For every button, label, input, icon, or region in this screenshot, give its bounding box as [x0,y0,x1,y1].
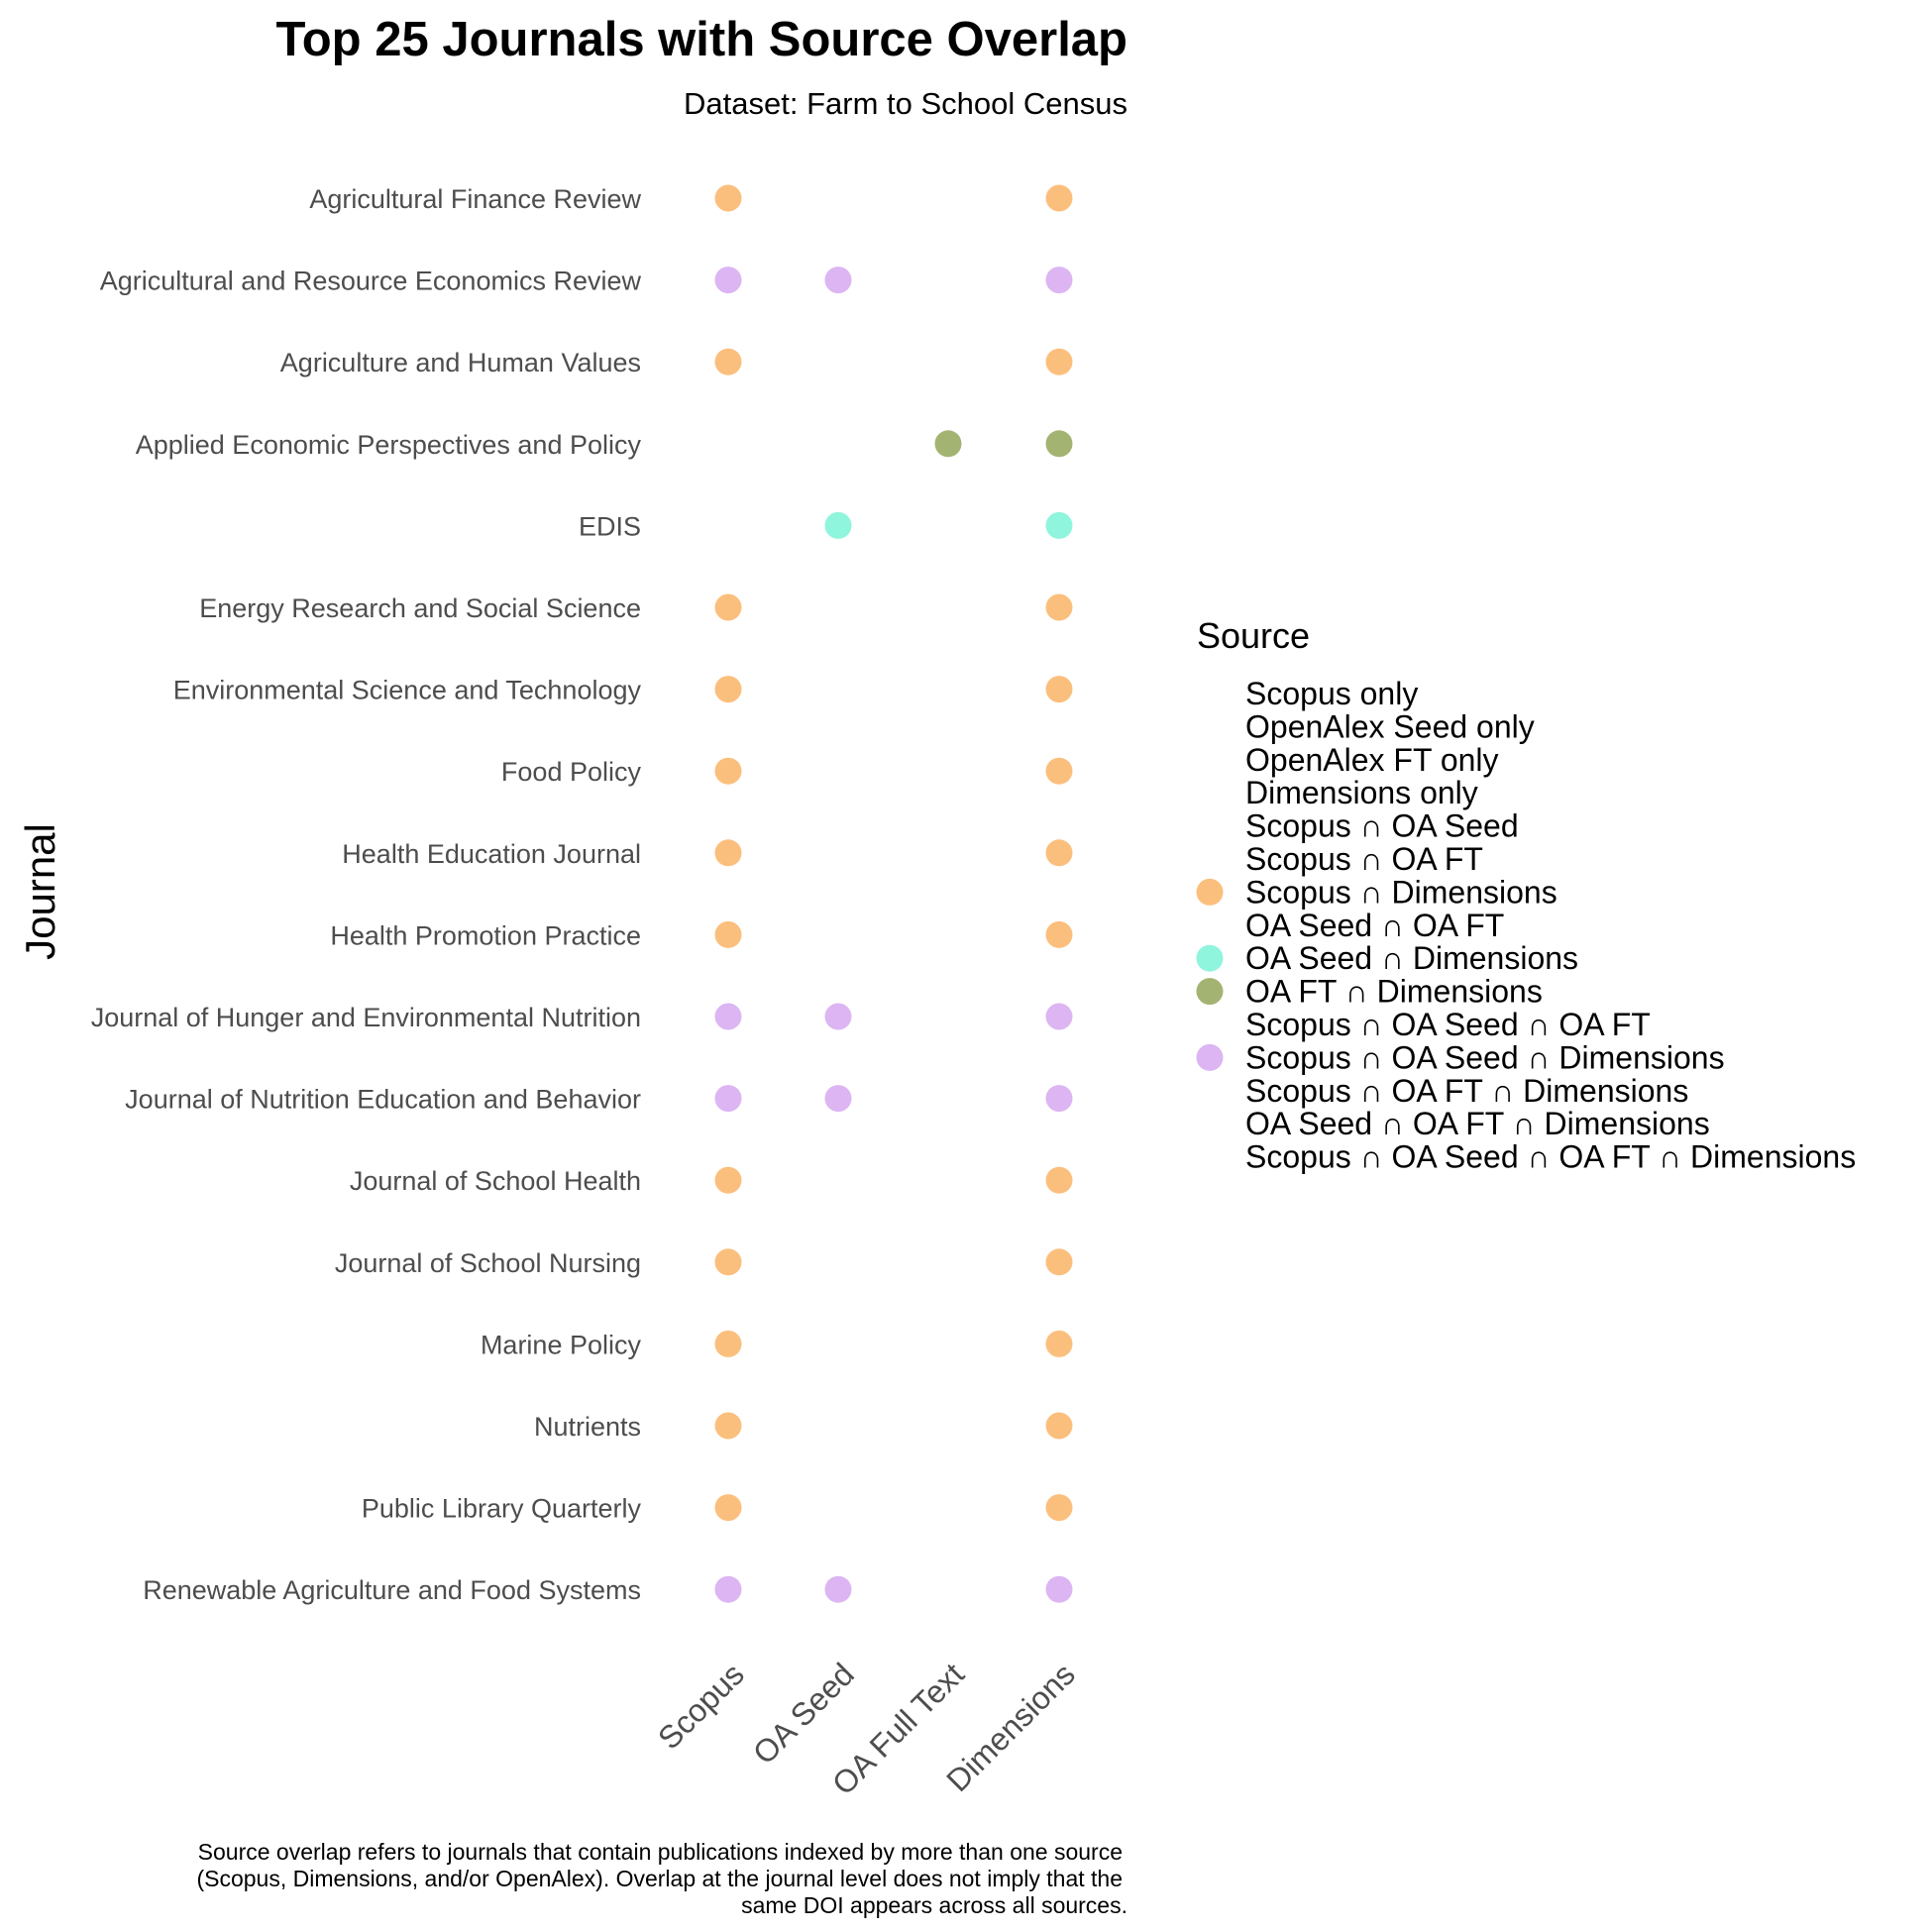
data-point [1045,184,1073,212]
legend-label: OA Seed ∩ OA FT [1245,908,1504,943]
legend-key [1196,978,1224,1006]
legend-label: OA Seed ∩ OA FT ∩ Dimensions [1245,1106,1710,1141]
legend-label: Scopus ∩ OA Seed ∩ OA FT [1245,1007,1651,1042]
data-point [824,1003,852,1030]
y-tick-label: Journal of Nutrition Education and Behav… [125,1085,641,1115]
legend-label: OA FT ∩ Dimensions [1245,974,1543,1010]
y-tick-label: Environmental Science and Technology [173,676,642,705]
legend-label: Scopus ∩ Dimensions [1245,874,1557,910]
legend-label: Scopus ∩ OA Seed [1245,808,1519,844]
data-point [1045,1166,1073,1194]
chart-subtitle: Dataset: Farm to School Census [684,86,1127,121]
data-point [1045,593,1073,621]
y-tick-label: Journal of School Nursing [335,1248,641,1278]
data-point [714,348,742,376]
data-point [714,184,742,212]
y-tick-label: Agricultural and Resource Economics Revi… [100,267,642,296]
caption-line: same DOI appears across all sources. [741,1892,1127,1918]
y-tick-label: Journal of School Health [350,1166,641,1196]
y-tick-label: EDIS [579,511,641,541]
y-tick-label: Health Education Journal [342,839,641,869]
legend-label: Dimensions only [1245,775,1478,810]
legend-label: Scopus only [1245,676,1418,711]
y-tick-label: Agriculture and Human Values [280,348,641,377]
legend-key [1196,878,1224,906]
data-point [934,430,962,458]
data-point [824,1575,852,1603]
data-point [1045,1330,1073,1357]
data-points [714,184,1073,1603]
data-point [1045,1494,1073,1522]
caption-line: Source overlap refers to journals that c… [198,1839,1123,1865]
legend-key [1196,1043,1224,1071]
legend-label: Scopus ∩ OA Seed ∩ Dimensions [1245,1039,1725,1075]
legend-label: Scopus ∩ OA FT ∩ Dimensions [1245,1073,1688,1109]
data-point [714,1248,742,1276]
data-point [824,511,852,539]
data-point [714,1085,742,1113]
y-tick-label: Applied Economic Perspectives and Policy [136,430,642,460]
y-tick-label: Journal of Hunger and Environmental Nutr… [91,1003,641,1032]
legend-title: Source [1197,615,1310,656]
data-point [714,593,742,621]
data-point [714,1494,742,1522]
y-tick-label: Marine Policy [481,1330,642,1359]
x-tick-label: OA Seed [746,1656,861,1771]
legend-label: OA Seed ∩ Dimensions [1245,940,1578,976]
data-point [1045,1085,1073,1113]
legend-label: OpenAlex FT only [1245,742,1499,778]
legend-label: Scopus ∩ OA FT [1245,841,1483,877]
data-point [714,267,742,294]
data-point [1045,757,1073,785]
data-point [1045,267,1073,294]
data-point [1045,839,1073,867]
y-tick-label: Public Library Quarterly [362,1494,642,1524]
data-point [714,1166,742,1194]
data-point [714,1330,742,1357]
data-point [1045,1412,1073,1440]
y-tick-label: Renewable Agriculture and Food Systems [143,1575,641,1605]
data-point [714,676,742,703]
data-point [1045,676,1073,703]
data-point [1045,430,1073,458]
data-point [1045,348,1073,376]
y-axis-ticks: Agricultural Finance Review Agricultural … [91,184,642,1605]
x-tick-label: Scopus [651,1656,751,1756]
y-axis-label: Journal [17,823,63,960]
data-point [1045,920,1073,948]
data-point [824,1085,852,1113]
data-point [1045,1575,1073,1603]
data-point [714,920,742,948]
data-point [714,1575,742,1603]
chart-title: Top 25 Journals with Source Overlap [275,13,1127,66]
data-point [714,757,742,785]
data-point [1045,1248,1073,1276]
y-tick-label: Nutrients [534,1412,641,1442]
data-point [714,1003,742,1030]
y-tick-label: Energy Research and Social Science [199,593,641,623]
y-tick-label: Food Policy [501,757,642,787]
caption-line: (Scopus, Dimensions, and/or OpenAlex). O… [196,1866,1123,1891]
data-point [1045,511,1073,539]
data-point [824,267,852,294]
legend-label: Scopus ∩ OA Seed ∩ OA FT ∩ Dimensions [1245,1139,1856,1175]
y-tick-label: Agricultural Finance Review [309,184,641,214]
y-tick-label: Health Promotion Practice [330,920,641,950]
legend-label: OpenAlex Seed only [1245,708,1535,744]
data-point [714,839,742,867]
data-point [714,1412,742,1440]
legend-key [1196,944,1224,972]
data-point [1045,1003,1073,1030]
chart-caption: Source overlap refers to journals that c… [196,1839,1127,1918]
